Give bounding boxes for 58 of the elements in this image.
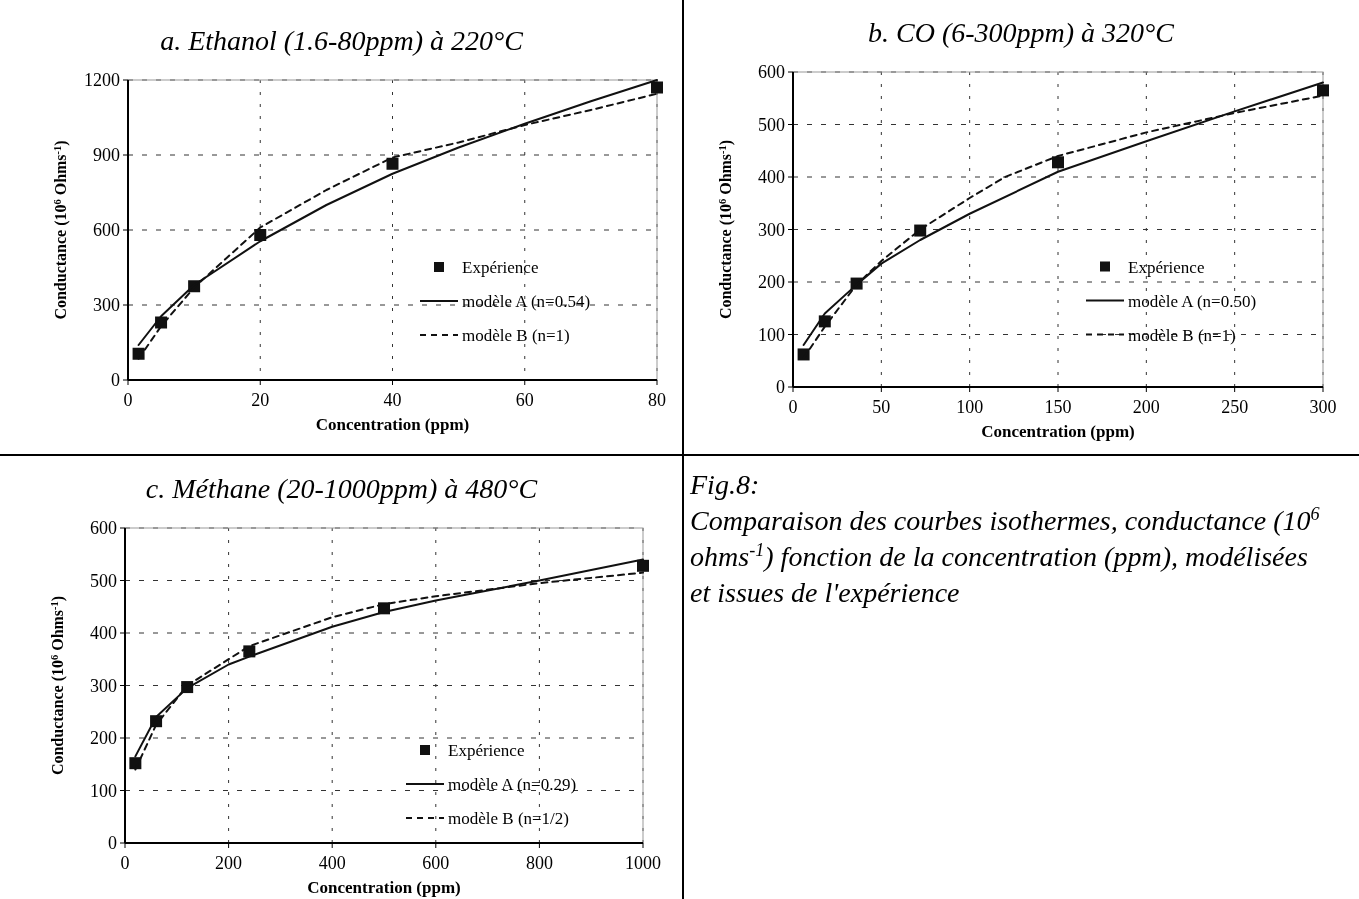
x-tick-label: 150 <box>1044 397 1072 417</box>
legend-label: modèle A (n=0.54) <box>462 292 591 311</box>
legend-label: Expérience <box>462 258 539 277</box>
text: Fig.8: <box>689 469 760 500</box>
y-tick-label: 400 <box>90 623 117 643</box>
legend-label: modèle A (n=0.50) <box>1128 291 1257 311</box>
x-tick-label: 800 <box>525 853 553 873</box>
x-tick-label: 0 <box>788 397 798 417</box>
y-tick-label: 0 <box>111 370 120 390</box>
chart-title: c. Méthane (20-1000ppm) à 480°C <box>145 473 538 504</box>
y-tick-label: 600 <box>93 220 120 240</box>
x-tick-label: 1000 <box>625 853 661 873</box>
y-tick-label: 300 <box>93 295 120 315</box>
legend-label: modèle A (n=0.29) <box>448 775 577 794</box>
x-tick-label: 60 <box>515 390 534 410</box>
legend-label: modèle B (n=1) <box>462 326 570 345</box>
legend-label: modèle B (n=1) <box>1128 325 1236 345</box>
x-tick-label: 50 <box>872 397 891 417</box>
point <box>1052 156 1064 169</box>
y-tick-label: 500 <box>90 570 117 591</box>
y-tick-label: 600 <box>758 62 785 82</box>
text: Comparaison des courbes isothermes, conductance (10$^{6}$ ohms$^{-1}$) fonction de la concentration (ppm), modélisées et issues de l'expérience <box>690 504 1320 608</box>
y-tick-label: 300 <box>90 675 117 696</box>
x-tick-label: 400 <box>318 853 346 873</box>
x-tick-label: 20 <box>251 390 270 410</box>
x-tick-label: 80 <box>648 390 666 410</box>
x-tick-label: 600 <box>422 853 450 873</box>
x-tick-label: 250 <box>1221 397 1249 417</box>
y-tick-label: 100 <box>90 780 117 801</box>
point <box>386 157 399 170</box>
x-axis-title: Concentration (ppm) <box>307 878 461 897</box>
y-tick-label: 600 <box>90 518 117 538</box>
chart-title: a. Ethanol (1.6-80ppm) à 220°C <box>160 25 524 56</box>
y-tick-label: 900 <box>93 145 120 165</box>
x-axis-title: Concentration (ppm) <box>315 415 470 434</box>
x-tick-label: 200 <box>215 853 243 873</box>
point <box>637 559 649 572</box>
legend-label: modèle B (n=1/2) <box>448 809 570 828</box>
y-tick-label: 200 <box>758 272 785 292</box>
x-tick-label: 200 <box>1132 397 1160 417</box>
y-tick-label: 400 <box>758 167 785 187</box>
y-tick-label: 0 <box>108 833 117 853</box>
x-tick-label: 100 <box>956 397 984 417</box>
y-tick-label: 0 <box>776 377 785 397</box>
y-tick-label: 200 <box>90 728 117 748</box>
y-tick-label: 1200 <box>84 70 120 90</box>
y-tick-label: 500 <box>758 114 785 135</box>
legend-label: Expérience <box>1128 257 1205 277</box>
chart-title: b. CO (6-300ppm) à 320°C <box>868 17 1175 48</box>
x-tick-label: 300 <box>1309 397 1337 417</box>
y-tick-label: 300 <box>758 219 785 240</box>
x-tick-label: 0 <box>123 390 133 410</box>
legend-label: Expérience <box>448 741 525 760</box>
y-tick-label: 100 <box>758 324 785 345</box>
x-tick-label: 40 <box>383 390 402 410</box>
point <box>651 81 663 94</box>
point <box>1317 84 1329 97</box>
x-axis-title: Concentration (ppm) <box>981 422 1135 441</box>
